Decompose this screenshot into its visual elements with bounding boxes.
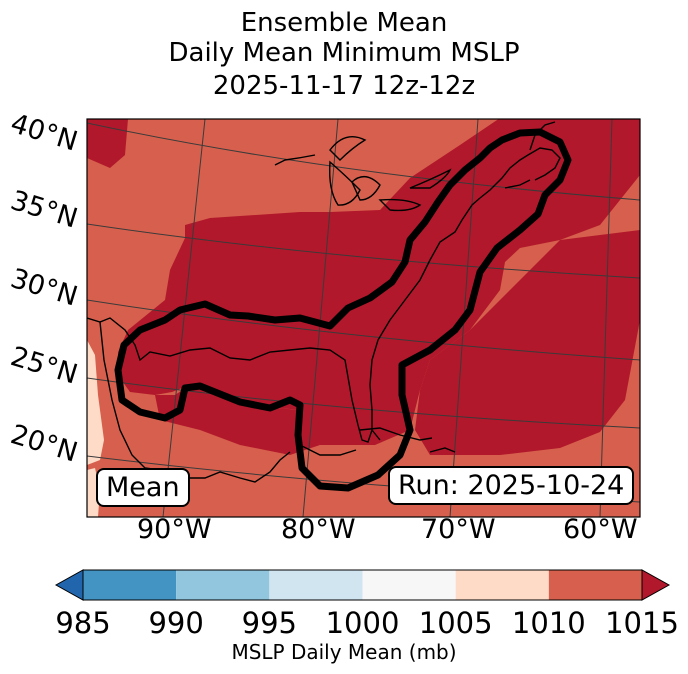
colorbar-underflow-arrow [54,569,84,601]
colorbar-tick-label: 1015 [605,606,679,640]
colorbar-tick-label: 995 [241,606,298,640]
high-pressure-east [415,230,640,455]
colorbar-tick-label: 985 [55,606,111,640]
colorbar-overflow-arrow [641,569,671,601]
colorbar-tick-label: 1005 [418,606,493,640]
colorbar-tick-label: 1010 [511,606,586,640]
colorbar-bin [362,570,456,600]
colorbar-tick-label: 990 [148,606,204,640]
high-pressure-west-gulf [155,385,320,455]
map-frame [86,118,641,518]
colorbar-bin [455,570,549,600]
coastline [87,121,561,483]
map-area [87,119,640,517]
title-line-2: Daily Mean Minimum MSLP [168,38,520,68]
colorbar-bin [548,570,642,600]
lon-label-80w: 80°W [281,514,356,545]
high-pressure-corner [87,119,128,168]
high-pressure-region [118,119,640,445]
lon-label-70w: 70°W [421,514,496,545]
colorbar-bin [269,570,363,600]
title-line-1: Ensemble Mean [240,8,448,38]
mean-label: Mean [96,468,190,507]
pressure-contour [114,128,572,492]
lon-label-90w: 90°W [137,514,212,545]
field-1005-1010-west [87,340,104,465]
lon-label-60w: 60°W [563,514,638,545]
colorbar-frame [82,569,643,601]
title-line-3: 2025-11-17 12z-12z [212,71,476,101]
colorbar [54,569,671,601]
colorbar-tick-label: 1000 [325,606,400,640]
colorbar-label: MSLP Daily Mean (mb) [231,640,457,664]
run-date-label: Run: 2025-10-24 [388,466,635,505]
colorbar-bin [176,570,270,600]
colorbar-bin [83,570,177,600]
